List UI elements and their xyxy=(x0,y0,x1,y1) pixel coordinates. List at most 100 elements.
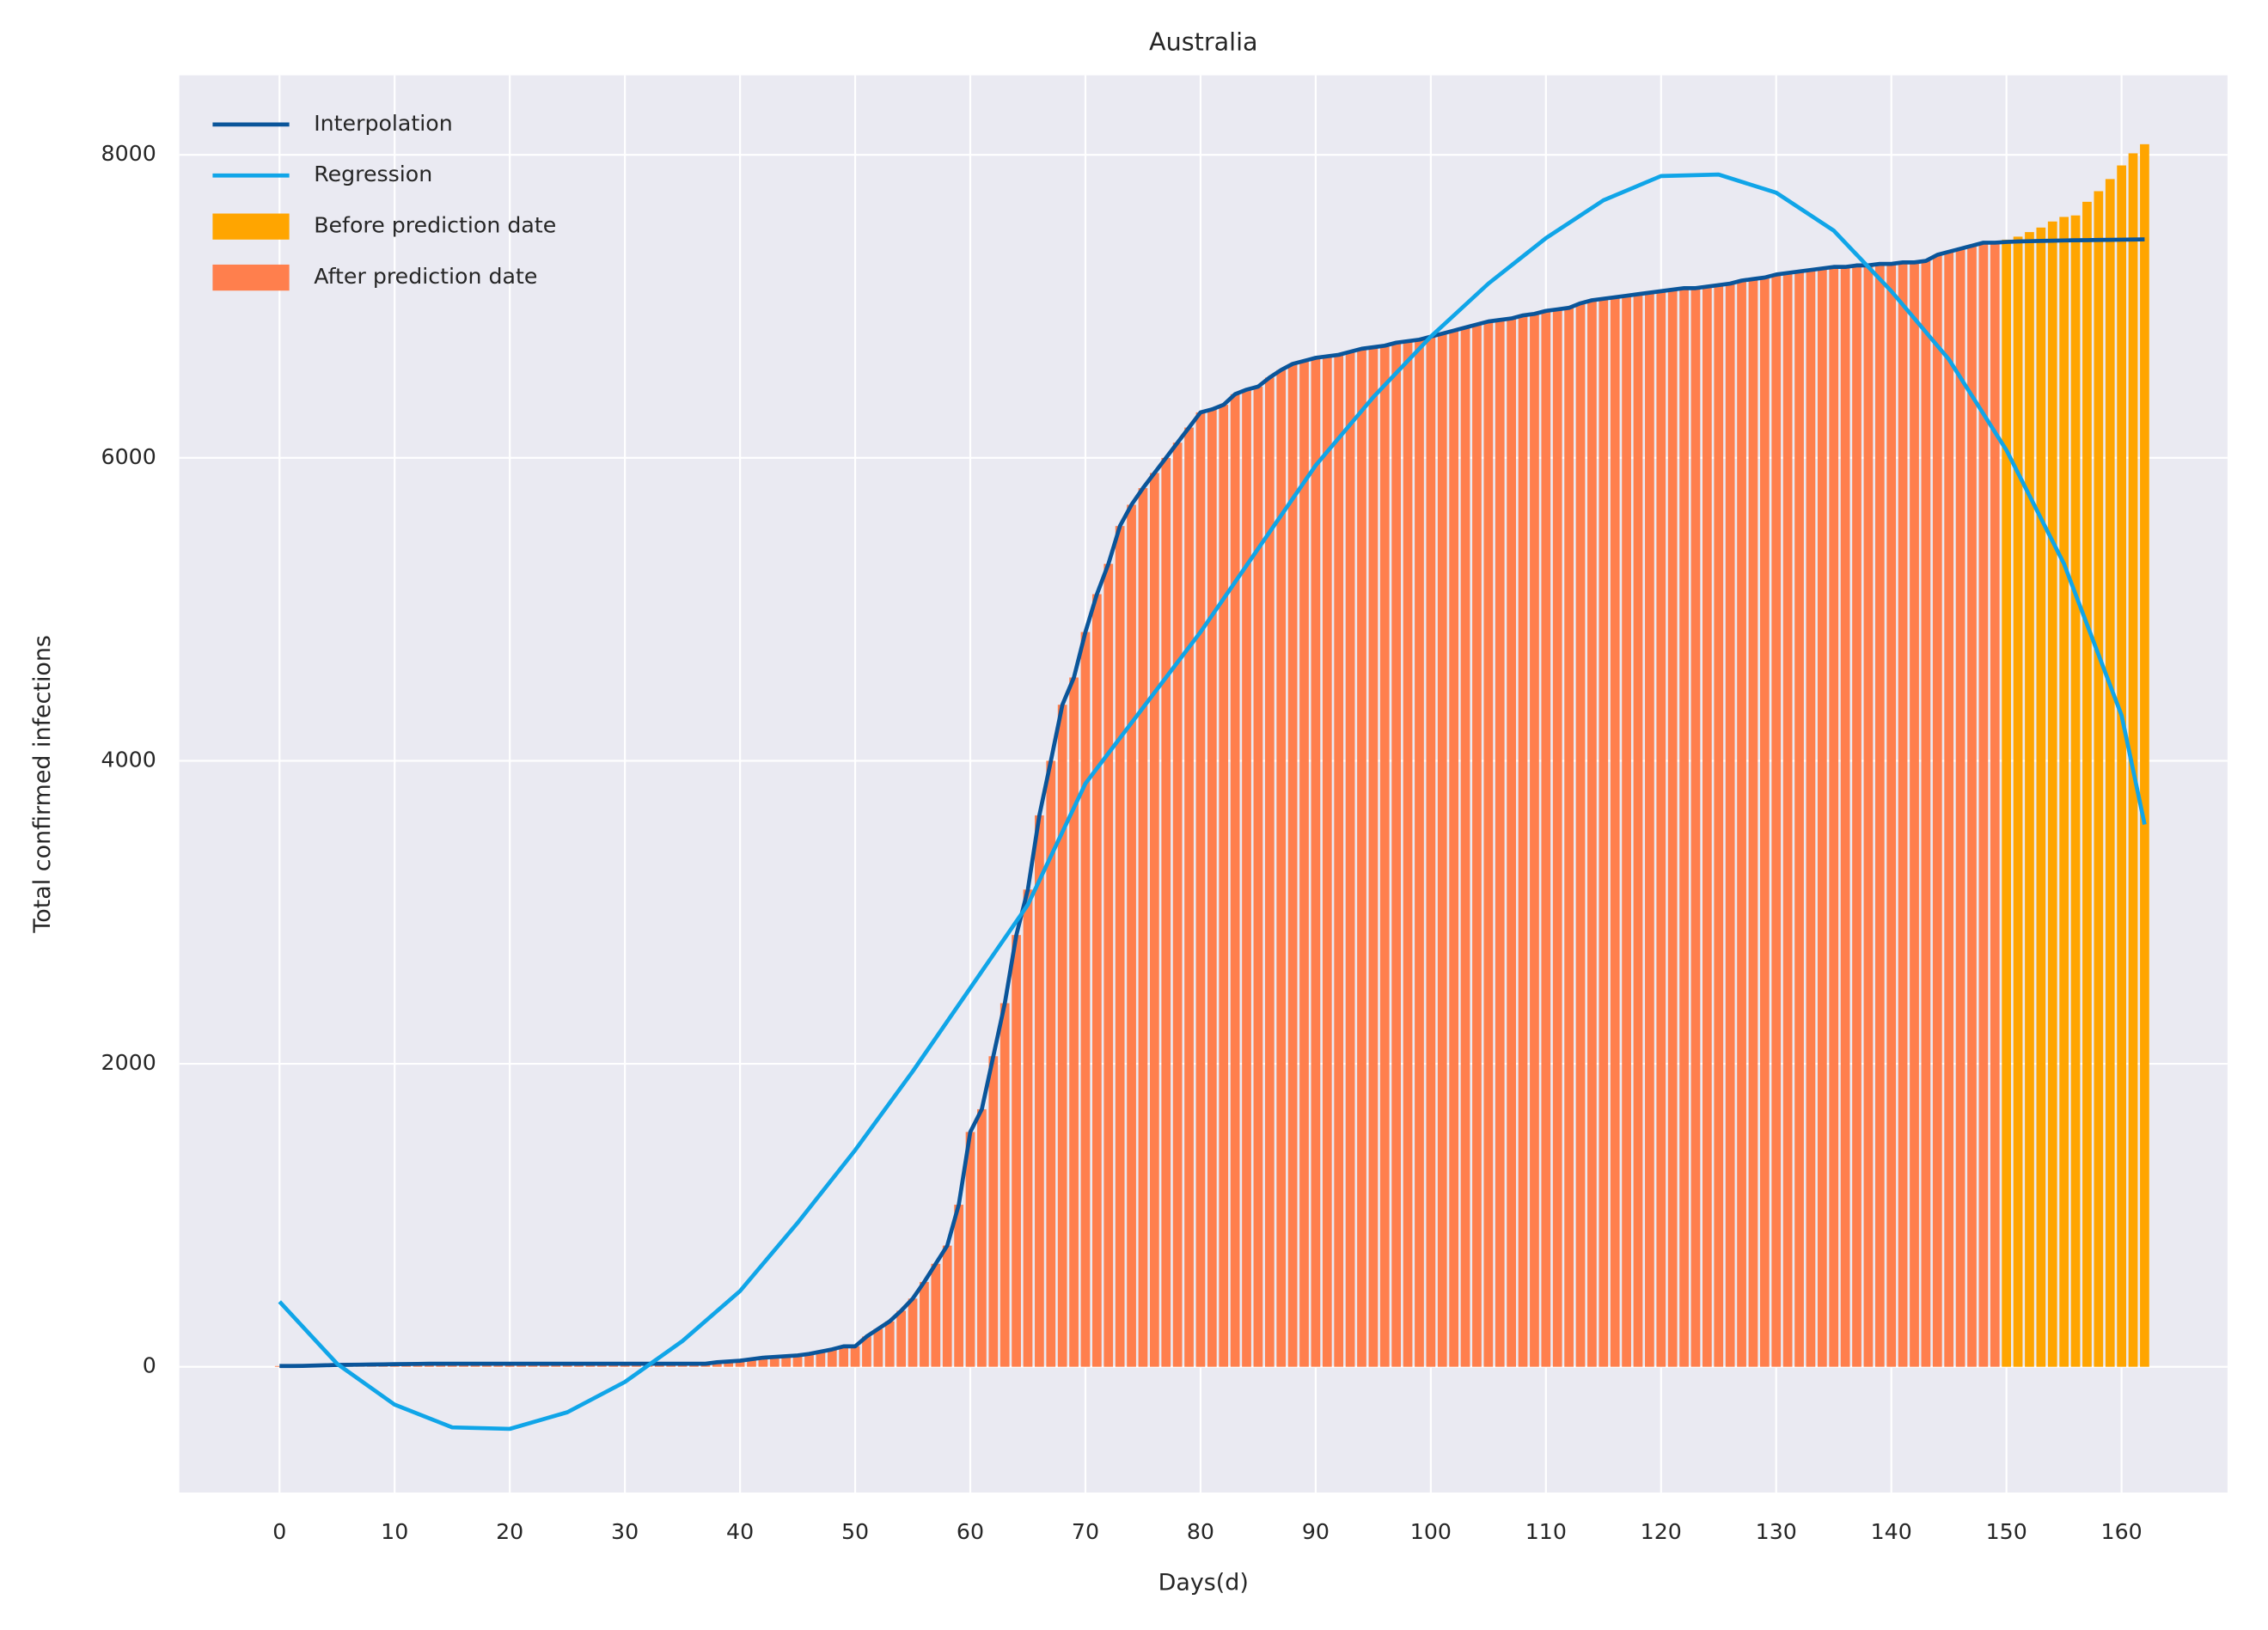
bar xyxy=(1495,320,1505,1367)
bar xyxy=(942,1245,952,1367)
legend-patch xyxy=(212,213,290,240)
bar xyxy=(2025,232,2034,1367)
bar xyxy=(1978,242,1989,1367)
legend-label: Interpolation xyxy=(314,111,453,136)
bar xyxy=(1910,262,1919,1367)
bar xyxy=(769,1357,779,1367)
bar xyxy=(1391,342,1402,1367)
bar xyxy=(1207,409,1217,1367)
bar xyxy=(862,1336,871,1367)
x-tick-label: 120 xyxy=(1641,1519,1682,1544)
bar xyxy=(816,1352,826,1367)
y-axis-label: Total confirmed infections xyxy=(29,635,56,934)
bar xyxy=(1622,296,1631,1367)
bar xyxy=(850,1346,860,1367)
bar xyxy=(1874,264,1885,1367)
bar xyxy=(1633,294,1643,1367)
bar xyxy=(1127,504,1136,1367)
bar xyxy=(1610,296,1620,1367)
y-tick-label: 2000 xyxy=(101,1050,156,1075)
bar xyxy=(1794,271,1804,1367)
bar xyxy=(1000,1003,1010,1367)
bar xyxy=(1264,377,1275,1367)
bar xyxy=(1944,252,1954,1367)
x-tick-label: 130 xyxy=(1756,1519,1797,1544)
bar xyxy=(1184,427,1194,1367)
bar xyxy=(1115,526,1125,1367)
y-tick-label: 0 xyxy=(143,1353,156,1378)
bar xyxy=(712,1362,722,1367)
bar xyxy=(1080,632,1091,1367)
bar xyxy=(1472,324,1482,1367)
x-tick-label: 0 xyxy=(272,1519,286,1544)
bar xyxy=(931,1263,941,1367)
bar xyxy=(781,1356,792,1367)
bar xyxy=(873,1328,883,1367)
bar xyxy=(1817,268,1827,1367)
bar xyxy=(1921,260,1931,1367)
bar xyxy=(1782,272,1793,1367)
x-tick-label: 10 xyxy=(381,1519,408,1544)
bar xyxy=(1852,265,1861,1367)
bar xyxy=(1149,473,1159,1367)
bar xyxy=(2105,179,2115,1367)
bar xyxy=(1415,339,1424,1367)
bar xyxy=(1599,298,1609,1367)
bar xyxy=(1379,345,1390,1367)
bar xyxy=(1806,270,1816,1367)
bar xyxy=(804,1353,814,1367)
bar xyxy=(1967,245,1977,1367)
bar xyxy=(1437,333,1447,1367)
x-tick-label: 150 xyxy=(1986,1519,2027,1544)
x-tick-label: 140 xyxy=(1871,1519,1912,1544)
bar xyxy=(747,1358,756,1367)
bar xyxy=(1449,330,1459,1367)
bar xyxy=(1564,308,1574,1367)
bar xyxy=(1737,280,1746,1367)
bar xyxy=(1092,594,1102,1367)
bar xyxy=(1656,290,1666,1367)
bar xyxy=(1541,310,1551,1367)
bar xyxy=(1483,321,1494,1367)
bar xyxy=(1426,336,1436,1367)
bar xyxy=(1357,348,1366,1367)
bar xyxy=(2036,227,2046,1367)
chart-title: Australia xyxy=(1149,27,1258,57)
bar xyxy=(2082,201,2092,1367)
bar xyxy=(735,1360,745,1367)
bar xyxy=(1172,443,1183,1367)
x-tick-label: 80 xyxy=(1187,1519,1214,1544)
bar xyxy=(1990,242,2000,1367)
x-tick-label: 160 xyxy=(2101,1519,2143,1544)
bar xyxy=(884,1321,895,1367)
bar xyxy=(1863,265,1874,1367)
x-tick-label: 60 xyxy=(957,1519,984,1544)
y-tick-label: 6000 xyxy=(101,444,156,469)
bar xyxy=(827,1349,837,1367)
bar xyxy=(1898,262,1908,1367)
bar xyxy=(1195,412,1206,1367)
bar xyxy=(896,1310,906,1367)
bar xyxy=(2002,239,2012,1367)
bar xyxy=(1460,327,1470,1367)
bar xyxy=(1932,254,1942,1367)
bar xyxy=(1345,351,1355,1367)
bar xyxy=(1046,760,1056,1367)
x-tick-label: 50 xyxy=(841,1519,869,1544)
bar xyxy=(1829,266,1839,1367)
x-tick-label: 30 xyxy=(611,1519,639,1544)
bar xyxy=(1955,248,1965,1367)
bar xyxy=(1771,274,1782,1367)
bar xyxy=(1679,288,1689,1367)
bar xyxy=(1219,405,1229,1367)
bar xyxy=(2128,153,2138,1367)
bar xyxy=(1748,278,1758,1367)
bar xyxy=(1530,314,1539,1367)
x-axis-label: Days(d) xyxy=(1158,1570,1249,1596)
x-tick-label: 90 xyxy=(1302,1519,1330,1544)
bar xyxy=(2140,143,2149,1367)
bar xyxy=(1242,389,1251,1367)
bar xyxy=(1057,705,1067,1367)
bar xyxy=(1103,564,1114,1367)
